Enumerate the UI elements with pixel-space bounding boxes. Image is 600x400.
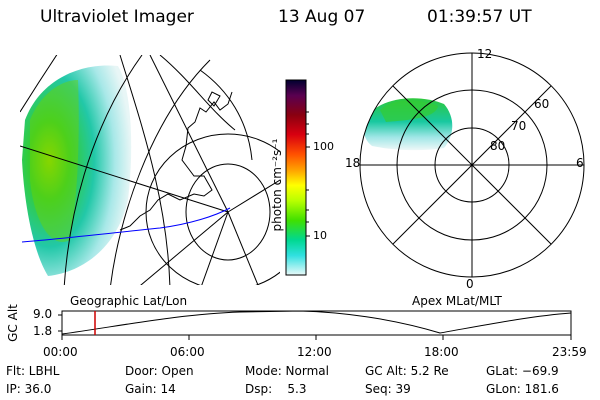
info-dsp: Dsp: 5.3 [245, 382, 307, 396]
coastline [119, 91, 233, 231]
info-gc-alt: GC Alt: 5.2 Re [365, 364, 449, 378]
mlt-label-6: 6 [576, 156, 584, 170]
info-seq: Seq: 39 [365, 382, 411, 396]
colorbar [285, 79, 307, 276]
xtick-2359: 23:59 [552, 345, 587, 359]
polar-panel-label: Apex MLat/MLT [412, 294, 502, 308]
geo-panel-label: Geographic Lat/Lon [70, 294, 188, 308]
mlat-label-80: 80 [490, 139, 506, 153]
geographic-map [20, 55, 280, 285]
time-label: 01:39:57 UT [427, 7, 532, 27]
mlt-label-12: 12 [477, 47, 493, 61]
info-ip: IP: 36.0 [6, 382, 52, 396]
altitude-ylabel: GC Alt [5, 304, 20, 342]
mlt-label-18: 18 [345, 156, 361, 170]
colorbar-unit-label: photon cm⁻²s⁻¹ [270, 138, 284, 232]
altitude-plot [58, 310, 572, 340]
polar-grid [359, 52, 585, 278]
xtick-1200: 12:00 [297, 345, 332, 359]
colorbar-tick-100: 100 [313, 140, 334, 153]
xtick-1800: 18:00 [424, 345, 459, 359]
info-glon: GLon: 181.6 [486, 382, 559, 396]
xtick-0000: 00:00 [43, 345, 78, 359]
altitude-ytick-9: 9.0 [33, 307, 53, 321]
colorbar-tick-10: 10 [313, 229, 327, 242]
geo-aurora-image [22, 65, 132, 276]
altitude-curve [61, 310, 572, 335]
instrument-title: Ultraviolet Imager [40, 7, 194, 27]
footprint-track [21, 207, 231, 243]
date-label: 13 Aug 07 [278, 7, 366, 27]
mlat-label-70: 70 [511, 119, 527, 133]
info-flt: Flt: LBHL [6, 364, 60, 378]
mlt-label-0: 0 [466, 277, 474, 291]
info-gain: Gain: 14 [125, 382, 176, 396]
altitude-ytick-1-8: 1.8 [33, 324, 53, 338]
info-mode: Mode: Normal [245, 364, 329, 378]
colorbar-ticks [306, 111, 310, 237]
info-door: Door: Open [125, 364, 194, 378]
mlat-label-60: 60 [534, 97, 550, 111]
xtick-0600: 06:00 [170, 345, 205, 359]
info-glat: GLat: −69.9 [486, 364, 559, 378]
